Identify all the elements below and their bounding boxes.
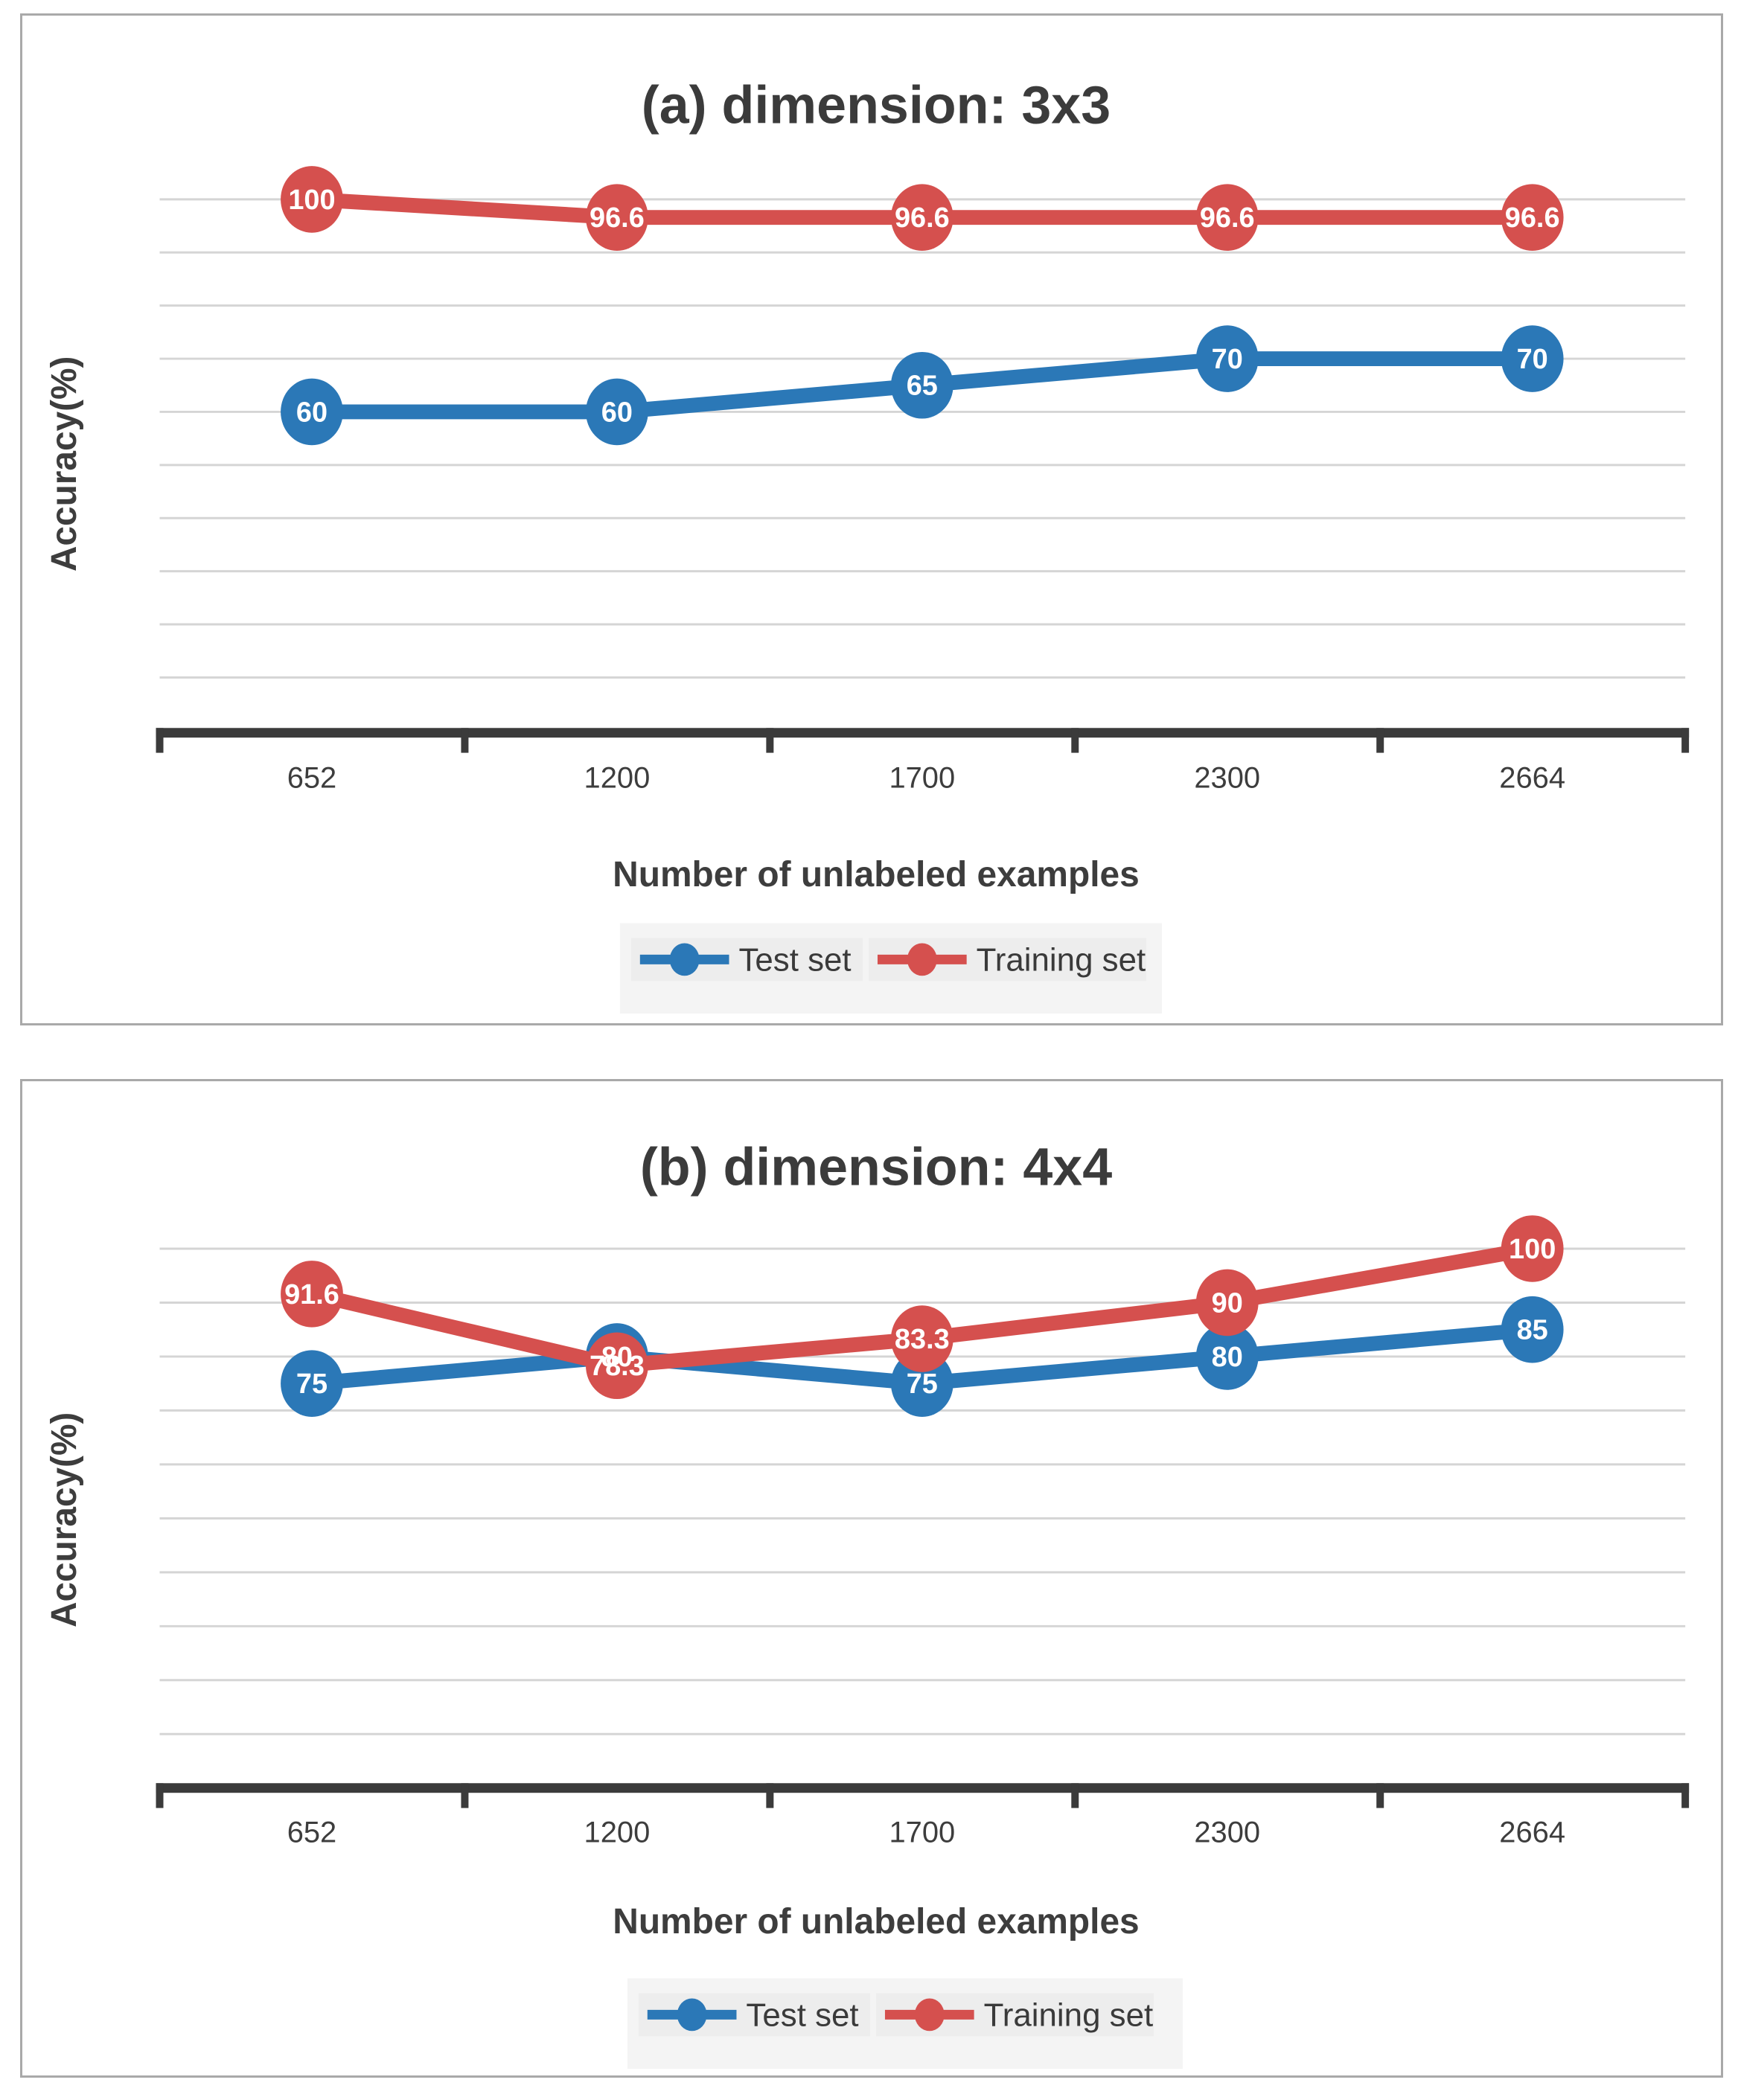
chart-title: (b) dimension: 4x4	[640, 1137, 1112, 1197]
data-point-marker	[1195, 325, 1259, 392]
axis-tick	[461, 728, 469, 753]
data-point-marker	[586, 1332, 648, 1400]
data-point-label: 100	[1509, 1234, 1556, 1265]
data-point-label: 70	[1212, 344, 1243, 375]
x-axis-title: Number of unlabeled examples	[613, 855, 1140, 894]
axis-tick	[156, 728, 164, 753]
data-point-label: 80	[601, 1342, 633, 1373]
chart-b-svg: (b) dimension: 4x4 Accuracy(%) 75 80 75 80 85 9…	[45, 1137, 1690, 2069]
data-point-label: 60	[296, 397, 328, 428]
legend-label: Training set	[984, 1997, 1154, 2033]
data-point-marker	[1195, 184, 1259, 251]
x-axis-line	[156, 1783, 1690, 1793]
axis-tick	[766, 1783, 774, 1808]
axis-tick	[1376, 728, 1384, 753]
data-point-label: 75	[907, 1368, 938, 1400]
legend-circle-marker-icon	[914, 1998, 945, 2032]
data-point-label: 96.6	[1200, 202, 1255, 234]
axis-tick	[1071, 728, 1079, 753]
data-point-label: 90	[1212, 1287, 1243, 1319]
legend-circle-marker-icon	[907, 943, 937, 976]
x-tick-label: 1700	[889, 761, 955, 794]
x-tick-label: 2300	[1194, 761, 1260, 794]
data-point-marker	[281, 1261, 343, 1328]
axis-tick	[1376, 1783, 1384, 1808]
data-point-marker	[281, 166, 343, 233]
axis-tick	[1071, 1783, 1079, 1808]
data-point-marker	[281, 378, 343, 446]
data-point-label: 70	[1517, 344, 1548, 375]
data-point-marker	[890, 184, 953, 251]
data-point-label: 60	[601, 397, 633, 428]
chart-title: (a) dimension: 3x3	[642, 75, 1111, 135]
data-point-marker	[586, 184, 648, 251]
legend-circle-marker-icon	[677, 1998, 707, 2032]
data-point-label: 100	[288, 185, 335, 216]
y-axis-title: Accuracy(%)	[45, 356, 84, 572]
data-point-label: 65	[907, 371, 938, 402]
axis-tick	[766, 728, 774, 753]
data-point-marker	[1501, 1296, 1564, 1363]
legend-label: Training set	[977, 941, 1146, 978]
chart-a-svg: (a) dimension: 3x3 Accuracy(%) 60 60 65 70 70 1…	[45, 75, 1690, 1014]
data-point-marker	[586, 378, 648, 446]
data-point-marker	[1501, 325, 1564, 392]
data-point-marker	[890, 351, 953, 419]
y-axis-title: Accuracy(%)	[45, 1412, 84, 1627]
data-point-label: 96.6	[1505, 202, 1560, 234]
x-tick-label: 2664	[1499, 1816, 1565, 1848]
legend-circle-marker-icon	[669, 943, 700, 976]
axis-tick	[1681, 1783, 1690, 1808]
data-point-marker	[890, 1305, 953, 1372]
axis-tick	[1681, 728, 1690, 753]
data-point-marker	[1195, 1269, 1259, 1336]
data-point-label: 85	[1517, 1315, 1548, 1346]
data-point-label: 80	[1212, 1342, 1243, 1373]
chart-panel-b: (b) dimension: 4x4 Accuracy(%) 75 80 75 80 85 9…	[20, 1079, 1723, 2078]
data-point-marker	[1501, 184, 1564, 251]
axis-tick	[461, 1783, 469, 1808]
x-tick-label: 1200	[584, 761, 651, 794]
x-axis-title: Number of unlabeled examples	[613, 1902, 1139, 1941]
data-point-label: 96.6	[895, 202, 950, 234]
data-point-label: 75	[296, 1368, 328, 1400]
chart-panel-a: (a) dimension: 3x3 Accuracy(%) 60 60 65 70 70 1…	[20, 13, 1723, 1025]
x-tick-label: 652	[287, 1816, 337, 1848]
data-point-label: 91.6	[284, 1279, 339, 1310]
x-tick-label: 1700	[889, 1816, 955, 1848]
data-point-marker	[1501, 1215, 1564, 1282]
data-point-label: 78.3	[590, 1351, 645, 1382]
x-tick-label: 652	[287, 761, 337, 794]
x-tick-label: 2300	[1194, 1816, 1260, 1848]
data-point-label: 83.3	[895, 1324, 950, 1355]
axis-tick	[156, 1783, 164, 1808]
data-point-label: 96.6	[590, 202, 645, 234]
legend-label: Test set	[746, 1997, 858, 2033]
x-axis-line	[156, 728, 1690, 738]
legend-label: Test set	[738, 941, 851, 978]
data-point-marker	[281, 1350, 343, 1417]
x-tick-label: 2664	[1499, 761, 1565, 794]
data-point-marker	[1195, 1323, 1259, 1390]
x-tick-label: 1200	[584, 1816, 651, 1848]
